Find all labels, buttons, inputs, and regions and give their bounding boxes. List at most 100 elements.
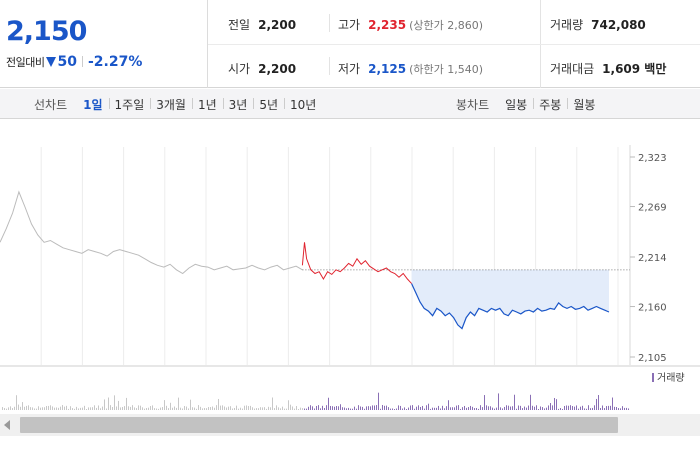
high-value: 2,235 bbox=[368, 18, 407, 32]
volume-bar bbox=[442, 405, 443, 410]
volume-bar bbox=[78, 408, 79, 410]
volume-bar bbox=[344, 407, 345, 410]
volume-bar bbox=[626, 407, 627, 410]
volume-bar bbox=[26, 405, 27, 410]
volume-bar bbox=[476, 407, 477, 410]
volume-bar bbox=[506, 405, 507, 410]
tab-weekly[interactable]: 주봉 bbox=[533, 96, 567, 113]
volume-bar bbox=[164, 400, 165, 410]
volume-bar bbox=[602, 405, 603, 410]
volume-bar bbox=[54, 407, 55, 410]
volume-bar bbox=[240, 407, 241, 410]
volume-bar bbox=[296, 406, 297, 410]
volume-bar bbox=[594, 405, 595, 410]
volume-legend: 거래량 bbox=[657, 372, 685, 384]
volume-bar bbox=[572, 406, 573, 410]
volume-bar bbox=[310, 405, 311, 410]
volume-bar bbox=[260, 407, 261, 410]
open-value: 2,200 bbox=[258, 62, 297, 76]
volume-bar bbox=[430, 408, 431, 410]
volume-bar bbox=[470, 405, 471, 410]
volume-bar bbox=[576, 405, 577, 410]
open-label: 시가 bbox=[228, 62, 251, 76]
volume-bar bbox=[46, 406, 47, 410]
volume-bar bbox=[280, 408, 281, 410]
volume-bar bbox=[498, 393, 499, 410]
volume-bar bbox=[552, 405, 553, 410]
volume-bar bbox=[44, 407, 45, 410]
volume-bar bbox=[144, 408, 145, 410]
volume-bar bbox=[610, 405, 611, 410]
scroll-thumb[interactable] bbox=[20, 417, 618, 433]
volume-bar bbox=[356, 408, 357, 410]
volume-bar bbox=[500, 407, 501, 410]
tab-monthly[interactable]: 월봉 bbox=[567, 96, 601, 113]
amount-value: 1,609 백만 bbox=[602, 62, 667, 76]
volume-bar bbox=[366, 406, 367, 410]
volume-bar bbox=[614, 406, 615, 410]
volume-bar bbox=[438, 405, 439, 410]
volume-bar bbox=[358, 405, 359, 410]
current-price: 2,150 bbox=[6, 16, 87, 47]
volume-bar bbox=[226, 407, 227, 410]
volume-bars bbox=[2, 392, 629, 410]
volume-bar bbox=[222, 405, 223, 410]
volume-bar bbox=[394, 408, 395, 410]
tab-1day[interactable]: 1일 bbox=[83, 97, 103, 112]
volume-bar bbox=[474, 408, 475, 410]
tab-1week[interactable]: 1주일 bbox=[108, 96, 151, 113]
tab-10year[interactable]: 10년 bbox=[284, 96, 322, 113]
volume-bar bbox=[290, 404, 291, 410]
volume-bar bbox=[236, 405, 237, 410]
chart-scrollbar[interactable] bbox=[0, 414, 700, 436]
tab-5year[interactable]: 5년 bbox=[253, 96, 284, 113]
volume-bar bbox=[96, 407, 97, 410]
amount-label: 거래대금 bbox=[550, 62, 595, 76]
volume-bar bbox=[444, 408, 445, 410]
tab-1year[interactable]: 1년 bbox=[191, 96, 223, 113]
volume-bar bbox=[288, 400, 289, 410]
volume-bar bbox=[234, 407, 235, 410]
volume-bar bbox=[434, 407, 435, 410]
volume-bar bbox=[542, 407, 543, 410]
volume-bar bbox=[300, 407, 301, 410]
volume-bar bbox=[376, 405, 377, 410]
volume-bar bbox=[90, 407, 91, 410]
volume-bar bbox=[248, 406, 249, 410]
volume-bar bbox=[48, 405, 49, 410]
tab-3month[interactable]: 3개월 bbox=[150, 96, 192, 113]
tab-daily[interactable]: 일봉 bbox=[505, 97, 528, 112]
volume-bar bbox=[336, 405, 337, 410]
volume-bar bbox=[4, 408, 5, 410]
volume-bar bbox=[84, 405, 85, 410]
high-cell: 고가 2,235 (상한가 2,860) bbox=[338, 16, 483, 33]
volume-bar bbox=[390, 408, 391, 410]
tab-3year[interactable]: 3년 bbox=[222, 96, 254, 113]
volume-bar bbox=[138, 405, 139, 410]
volume-bar bbox=[116, 406, 117, 410]
volume-bar bbox=[64, 406, 65, 410]
volume-bar bbox=[548, 405, 549, 410]
y-tick-label: 2,214 bbox=[638, 253, 667, 264]
volume-bar bbox=[252, 407, 253, 410]
volume-bar bbox=[106, 408, 107, 410]
volume-bar bbox=[272, 397, 273, 410]
volume-bar bbox=[322, 405, 323, 410]
volume-bar bbox=[224, 406, 225, 410]
volume-bar bbox=[624, 407, 625, 410]
volume-bar bbox=[86, 408, 87, 410]
volume-bar bbox=[618, 408, 619, 410]
volume-bar bbox=[38, 406, 39, 410]
volume-bar bbox=[52, 406, 53, 410]
volume-bar bbox=[382, 404, 383, 410]
volume-bar bbox=[536, 405, 537, 410]
volume-bar bbox=[168, 408, 169, 410]
volume-bar bbox=[616, 406, 617, 410]
volume-bar bbox=[448, 400, 449, 410]
volume-bar bbox=[388, 407, 389, 410]
volume-bar bbox=[134, 407, 135, 410]
scroll-left-arrow-icon[interactable] bbox=[4, 420, 10, 430]
divider bbox=[329, 57, 330, 75]
volume-bar bbox=[146, 407, 147, 410]
volume-bar bbox=[606, 406, 607, 410]
